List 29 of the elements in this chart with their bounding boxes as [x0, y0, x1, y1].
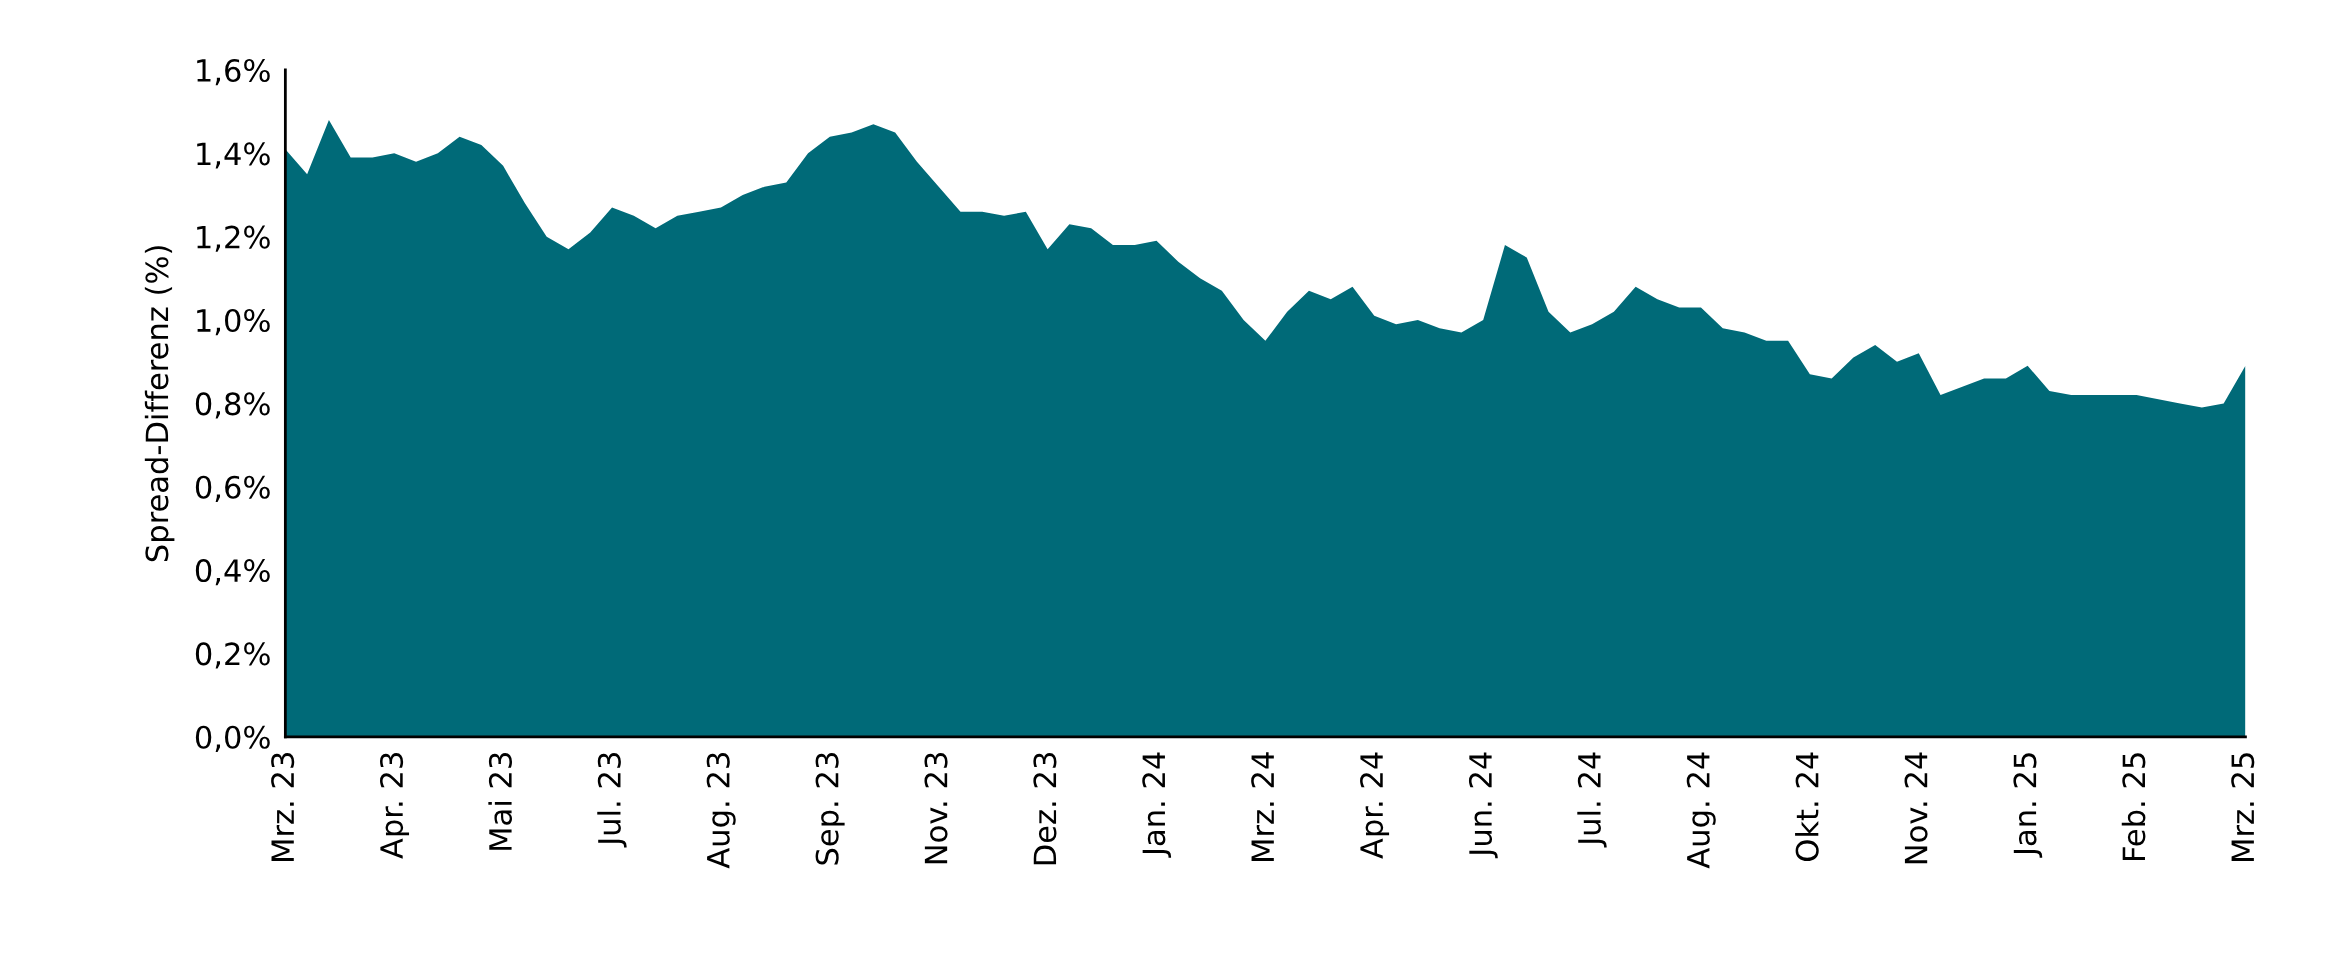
x-tick-label: Nov. 24 — [1904, 752, 1928, 864]
x-tick-label: Aug. 23 — [706, 753, 736, 869]
x-tick-label: Apr. 23 — [380, 753, 410, 859]
y-tick-label: 0,8% — [195, 392, 270, 419]
x-tick-label: Mai 23 — [488, 753, 513, 850]
x-tick-label: Jan. 25 — [2013, 753, 2043, 858]
y-tick-label: 0,4% — [195, 559, 270, 586]
x-tick-label: Mrz. 25 — [2231, 753, 2255, 861]
x-tick-label: Aug. 24 — [1686, 752, 1716, 869]
x-tick-label: Jan. 24 — [1142, 752, 1172, 858]
x-tick-label: Apr. 24 — [1360, 752, 1390, 859]
y-tick-label: 1,2% — [197, 225, 270, 252]
y-tick-label: 0,6% — [195, 475, 270, 502]
y-tick-label: 1,6% — [197, 58, 270, 86]
x-tick-label: Okt. 24 — [1795, 752, 1819, 861]
x-tick-label: Jul. 24 — [1577, 752, 1607, 848]
x-tick-label: Feb. 25 — [2121, 753, 2146, 861]
y-tick-label: 0,2% — [195, 642, 270, 669]
y-tick-label: 1,4% — [197, 142, 270, 169]
x-tick-label: Jun. 24 — [1468, 752, 1498, 859]
x-tick-label: Jul. 23 — [597, 753, 627, 848]
x-tick-label: Mrz. 23 — [271, 753, 295, 861]
y-tick-label: 0,0% — [195, 725, 270, 752]
x-tick-label: Dez. 23 — [1033, 753, 1057, 865]
x-tick-label: Mrz. 24 — [1251, 752, 1274, 861]
y-axis-title: Spread-Differenz (%) — [144, 246, 175, 562]
x-tick-label: Sep. 23 — [815, 753, 845, 865]
x-tick-label: Nov. 23 — [924, 753, 948, 864]
y-tick-label: 1,0% — [197, 308, 270, 336]
